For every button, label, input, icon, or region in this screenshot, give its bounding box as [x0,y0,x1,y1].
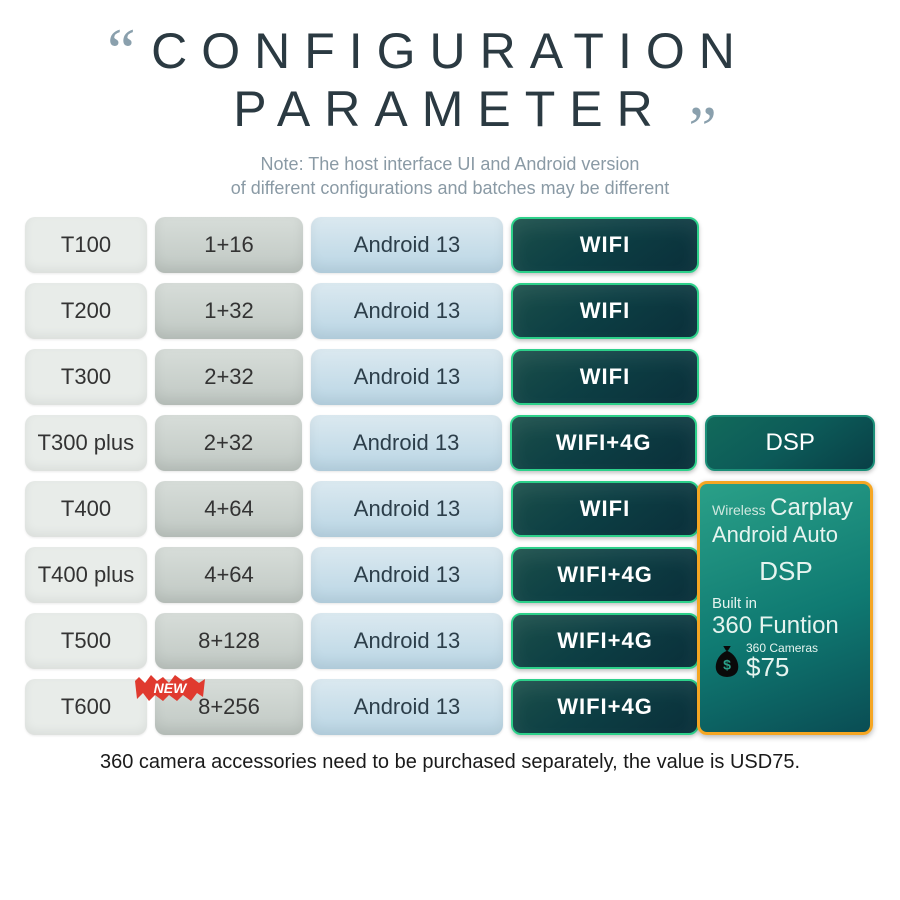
model-cell: T400 plus [25,547,147,603]
network-cell: WIFI [511,481,699,537]
memory-cell: 1+32 [155,283,303,339]
os-cell: Android 13 [311,547,503,603]
model-cell: T600 [25,679,147,735]
table-row: T300 plus2+32Android 13WIFI+4GDSP [25,415,875,471]
memory-cell: 4+64 [155,481,303,537]
svg-text:$: $ [723,656,731,672]
network-cell: WIFI [511,217,699,273]
model-cell: T400 [25,481,147,537]
network-cell: WIFI+4G [510,415,698,471]
memory-cell: 2+32 [155,415,303,471]
table-row: T2001+32Android 13WIFI [25,283,875,339]
note-text: Note: The host interface UI and Android … [0,152,900,201]
new-badge-icon: NEW [133,671,207,710]
title-line-1: CONFIGURATION [151,22,749,80]
footer-note: 360 camera accessories need to be purcha… [0,751,900,774]
model-cell: T200 [25,283,147,339]
memory-cell: 4+64 [155,547,303,603]
memory-cell: 8+128 [155,613,303,669]
os-cell: Android 13 [311,679,503,735]
spec-grid: T1001+16Android 13WIFIT2001+32Android 13… [25,217,875,735]
svg-text:NEW: NEW [154,680,188,696]
open-quote-icon: “ [107,14,135,88]
network-cell: WIFI [511,349,699,405]
os-cell: Android 13 [311,217,503,273]
model-cell: T100 [25,217,147,273]
table-row: T3002+32Android 13WIFI [25,349,875,405]
title-block: “ CONFIGURATION PARAMETER ” [0,0,900,138]
memory-cell: 1+16 [155,217,303,273]
network-cell: WIFI [511,283,699,339]
memory-cell: 2+32 [155,349,303,405]
title-line-2: PARAMETER [233,80,666,138]
close-quote-icon: ” [688,92,716,166]
network-cell: WIFI+4G [511,679,699,735]
os-cell: Android 13 [311,481,503,537]
os-cell: Android 13 [310,415,502,471]
network-cell: WIFI+4G [511,547,699,603]
moneybag-icon: $ [712,644,742,678]
model-cell: T300 [25,349,147,405]
model-cell: T500 [25,613,147,669]
table-row: T1001+16Android 13WIFI [25,217,875,273]
os-cell: Android 13 [311,613,503,669]
dsp-cell: DSP [705,415,875,471]
os-cell: Android 13 [311,283,503,339]
network-cell: WIFI+4G [511,613,699,669]
model-cell: T300 plus [25,415,147,471]
feature-box: Wireless Carplay Android Auto DSP Built … [697,481,873,735]
os-cell: Android 13 [311,349,503,405]
